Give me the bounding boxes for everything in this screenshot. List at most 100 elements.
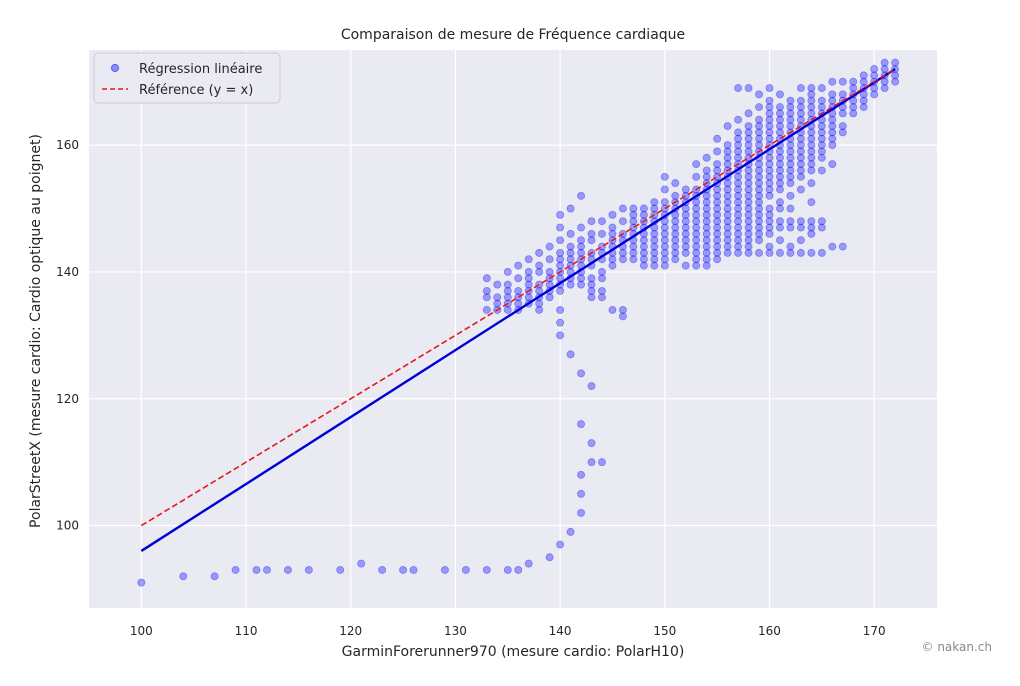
data-point <box>524 255 533 264</box>
data-point <box>629 204 638 213</box>
data-point <box>734 179 743 188</box>
data-point <box>713 236 722 245</box>
legend: Régression linéaire Référence (y = x) <box>93 52 281 104</box>
data-point <box>577 242 586 251</box>
data-point <box>493 299 502 308</box>
data-point <box>765 122 774 131</box>
data-point <box>618 312 627 321</box>
data-point <box>755 115 764 124</box>
x-tick-label: 130 <box>444 624 467 638</box>
data-point <box>692 217 701 226</box>
data-point <box>482 286 491 295</box>
data-point <box>503 293 512 302</box>
data-point <box>744 248 753 257</box>
data-point <box>597 286 606 295</box>
data-point <box>723 236 732 245</box>
data-point <box>482 293 491 302</box>
data-point <box>859 71 868 80</box>
data-point <box>807 90 816 99</box>
data-point <box>744 172 753 181</box>
data-point <box>734 147 743 156</box>
data-point <box>639 210 648 219</box>
data-point <box>870 71 879 80</box>
data-point <box>723 160 732 169</box>
data-point <box>744 204 753 213</box>
data-point <box>587 274 596 283</box>
data-point <box>755 236 764 245</box>
data-point <box>838 77 847 86</box>
data-point <box>775 103 784 112</box>
data-point <box>775 160 784 169</box>
data-point <box>723 229 732 238</box>
data-point <box>702 248 711 257</box>
data-point <box>723 198 732 207</box>
data-point <box>336 565 345 574</box>
data-point <box>702 172 711 181</box>
data-point <box>796 134 805 143</box>
data-point <box>817 217 826 226</box>
data-point <box>880 58 889 67</box>
data-point <box>545 255 554 264</box>
data-point <box>713 229 722 238</box>
data-point <box>786 160 795 169</box>
data-point <box>556 255 565 264</box>
data-point <box>765 210 774 219</box>
data-point <box>608 223 617 232</box>
data-point <box>713 147 722 156</box>
data-point <box>692 210 701 219</box>
data-point <box>671 242 680 251</box>
data-point <box>734 172 743 181</box>
data-point <box>838 109 847 118</box>
data-point <box>650 198 659 207</box>
data-point <box>713 185 722 194</box>
data-point <box>828 128 837 137</box>
data-point <box>650 236 659 245</box>
data-point <box>535 299 544 308</box>
data-point <box>629 210 638 219</box>
data-point <box>681 248 690 257</box>
data-point <box>660 172 669 181</box>
data-point <box>723 153 732 162</box>
data-point <box>859 103 868 112</box>
data-point <box>556 261 565 270</box>
data-point <box>786 122 795 131</box>
data-point <box>849 84 858 93</box>
data-point <box>681 210 690 219</box>
data-point <box>681 204 690 213</box>
data-point <box>702 166 711 175</box>
data-point <box>807 248 816 257</box>
data-point <box>545 553 554 562</box>
data-point <box>577 508 586 517</box>
data-point <box>681 217 690 226</box>
data-point <box>587 286 596 295</box>
data-point <box>577 223 586 232</box>
data-point <box>796 217 805 226</box>
data-point <box>723 147 732 156</box>
data-point <box>817 128 826 137</box>
x-tick-label: 110 <box>235 624 258 638</box>
x-tick-label: 160 <box>758 624 781 638</box>
data-point <box>692 261 701 270</box>
data-point <box>744 109 753 118</box>
data-point <box>587 280 596 289</box>
legend-label-reference: Référence (y = x) <box>139 83 253 98</box>
data-point <box>775 223 784 232</box>
data-point <box>556 248 565 257</box>
data-point <box>608 261 617 270</box>
data-point <box>796 115 805 124</box>
data-point <box>618 305 627 314</box>
data-point <box>786 153 795 162</box>
data-point <box>723 179 732 188</box>
plot-area <box>89 50 937 608</box>
data-point <box>692 204 701 213</box>
y-axis-label: PolarStreetX (mesure cardio: Cardio opti… <box>28 134 44 528</box>
data-point <box>650 204 659 213</box>
data-point <box>461 565 470 574</box>
data-point <box>577 280 586 289</box>
data-point <box>587 217 596 226</box>
data-point <box>587 293 596 302</box>
data-point <box>828 242 837 251</box>
data-point <box>755 229 764 238</box>
y-tick-label: 100 <box>56 519 79 533</box>
